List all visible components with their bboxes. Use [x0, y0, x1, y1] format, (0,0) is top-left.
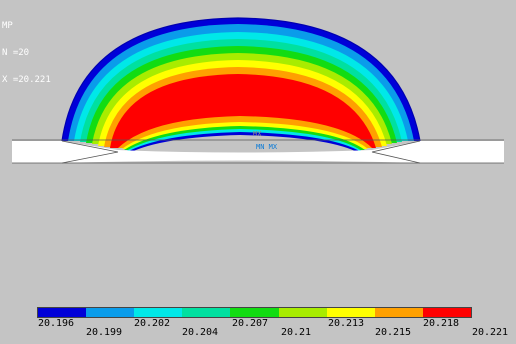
colorbar-tick-10: 20.221: [471, 327, 509, 338]
colorbar-tick-3: 20.202: [133, 318, 171, 329]
colorbar-swatch-5: [230, 308, 279, 317]
colorbar-tick-8: 20.215: [374, 327, 412, 338]
colorbar-tick-2: 20.199: [85, 327, 123, 338]
legend-line-2: N =20: [2, 48, 30, 58]
lower-body: [12, 164, 504, 304]
dome-contour: [61, 17, 421, 153]
colorbar-swatch-2: [86, 308, 135, 317]
colorbar-tick-9: 20.218: [422, 318, 460, 329]
legend-line-3: X =20.221: [2, 75, 51, 85]
colorbar-swatch-9: [422, 308, 471, 317]
outer-outline: [61, 17, 421, 142]
colorbar: [37, 307, 472, 318]
colorbar-swatch-6: [278, 308, 327, 317]
colorbar-tick-1: 20.196: [37, 318, 75, 329]
colorbar-tick-5: 20.207: [231, 318, 269, 329]
colorbar-swatch-3: [134, 308, 183, 317]
gap-lens: [12, 141, 504, 163]
top-node-label: MX: [253, 130, 262, 138]
colorbar-tick-4: 20.204: [181, 327, 219, 338]
inner-core: [129, 135, 359, 153]
colorbar-tick-7: 20.213: [327, 318, 365, 329]
legend-line-1: MP: [2, 21, 13, 31]
colorbar-swatch-8: [374, 308, 423, 317]
mn-mx-node-label: MN MX: [256, 143, 278, 151]
colorbar-tick-6: 20.21: [280, 327, 312, 338]
legend-header: MP N =20 X =20.221: [2, 4, 51, 103]
colorbar-swatch-4: [182, 308, 231, 317]
colorbar-swatch-1: [38, 308, 87, 317]
colorbar-swatch-7: [326, 308, 375, 317]
